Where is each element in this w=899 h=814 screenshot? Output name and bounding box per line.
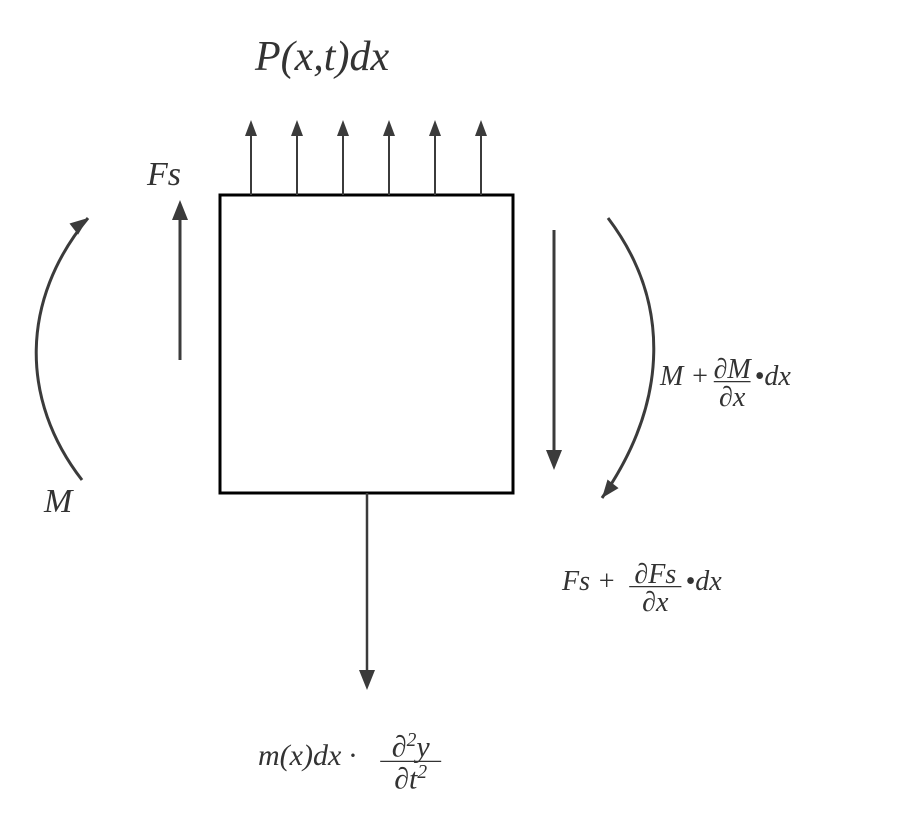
label-shear-right-prefix: Fs +	[561, 566, 616, 597]
label-moment-right-denominator: ∂x	[719, 382, 746, 413]
label-moment-right-numerator: ∂M	[714, 354, 753, 385]
label-distributed-load: P(x,t)dx	[254, 34, 389, 80]
label-moment-left: M	[43, 483, 74, 520]
label-shear-right-suffix: •dx	[685, 566, 722, 597]
diagram-background	[0, 0, 899, 814]
label-shear-left: Fs	[146, 156, 181, 193]
label-inertia-prefix: m(x)dx ·	[258, 739, 356, 772]
label-moment-right-suffix: •dx	[755, 361, 792, 392]
label-moment-right-prefix: M +	[659, 361, 709, 392]
label-shear-right-denominator: ∂x	[642, 587, 669, 618]
label-shear-right-numerator: ∂Fs	[634, 559, 676, 590]
